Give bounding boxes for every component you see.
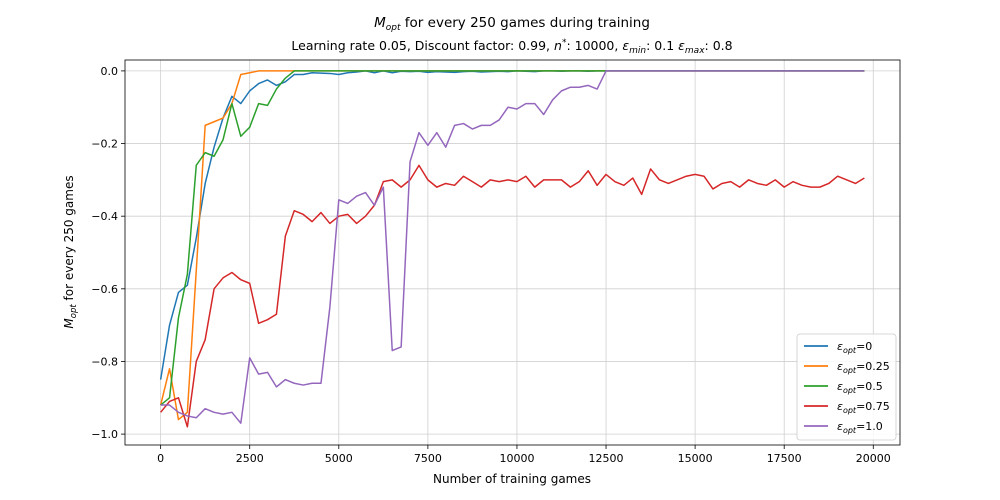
legend-label-0: εopt=0 [837, 340, 872, 355]
series-line-2 [160, 70, 865, 406]
y-tick-label: −0.2 [91, 138, 118, 151]
legend-label-value: =0.5 [856, 380, 883, 393]
legend-label-sub: opt [843, 426, 857, 435]
title-sub: opt [386, 23, 401, 33]
legend-label-symbol: ε [837, 380, 843, 393]
legend-label-sub: opt [843, 386, 857, 395]
legend-label-value: =0 [856, 340, 872, 353]
x-tick-label: 0 [157, 452, 164, 465]
x-tick-label: 12500 [589, 452, 624, 465]
legend-label-4: εopt=1.0 [837, 420, 883, 435]
title-m: M [374, 15, 386, 31]
chart-subtitle: Learning rate 0.05, Discount factor: 0.9… [291, 38, 732, 56]
subtitle-part-1: Learning rate 0.05, Discount factor: 0.9… [291, 38, 554, 53]
legend-label-sub: opt [843, 406, 857, 415]
y-tick-label: −1.0 [91, 428, 118, 441]
subtitle-eps-min: ε [622, 38, 629, 53]
legend-label-symbol: ε [837, 400, 843, 413]
y-tick-label: 0.0 [101, 65, 119, 78]
y-axis-label: Mopt for every 250 games [62, 175, 79, 328]
x-tick-label: 7500 [414, 452, 442, 465]
ylabel-rest: for every 250 games [62, 175, 76, 304]
series-line-4 [160, 70, 865, 424]
legend-label-sub: opt [843, 346, 857, 355]
ylabel-sub: opt [69, 304, 79, 319]
title-rest: for every 250 games during training [401, 15, 650, 31]
tick-layer: 0 2500 5000 7500 10000 12500 15000 17500 20000 0.… [91, 65, 890, 465]
y-tick-label: −0.6 [91, 283, 118, 296]
legend-label-value: =0.25 [856, 360, 890, 373]
series-line-1 [159, 70, 865, 421]
series-line-0 [159, 70, 865, 380]
ylabel-m: M [62, 318, 76, 329]
legend-label-1: εopt=0.25 [837, 360, 890, 375]
legend-box [796, 333, 897, 441]
legend-label-3: εopt=0.75 [837, 400, 890, 415]
legend-label-value: =1.0 [856, 420, 883, 433]
x-tick-label: 2500 [236, 452, 264, 465]
x-tick-label: 5000 [325, 452, 353, 465]
legend-label-symbol: ε [837, 420, 843, 433]
legend-label-symbol: ε [837, 360, 843, 373]
subtitle-part-4: : 0.8 [705, 38, 733, 53]
x-axis-label: Number of training games [433, 472, 591, 486]
subtitle-n: n [554, 38, 562, 53]
x-tick-label: 15000 [678, 452, 713, 465]
chart-title: Mopt for every 250 games during training [374, 15, 650, 33]
legend-label-sub: opt [843, 366, 857, 375]
y-tick-label: −0.4 [91, 210, 118, 223]
x-tick-label: 20000 [856, 452, 891, 465]
x-tick-label: 17500 [767, 452, 802, 465]
subtitle-eps-max: ε [678, 38, 685, 53]
plot-frame [124, 59, 901, 446]
subtitle-part-3: : 0.1 [646, 38, 678, 53]
subtitle-eps-max-sub: max [685, 46, 705, 56]
series-layer [159, 70, 865, 428]
subtitle-eps-min-sub: min [629, 46, 646, 56]
subtitle-star: * [562, 38, 567, 48]
series-line-3 [160, 164, 865, 428]
subtitle-part-2: : 10000, [566, 38, 622, 53]
legend-label-symbol: ε [837, 340, 843, 353]
x-tick-label: 10000 [499, 452, 534, 465]
legend-label-value: =0.75 [856, 400, 890, 413]
grid-layer [125, 60, 900, 445]
y-tick-label: −0.8 [91, 355, 118, 368]
legend-label-2: εopt=0.5 [837, 380, 883, 395]
